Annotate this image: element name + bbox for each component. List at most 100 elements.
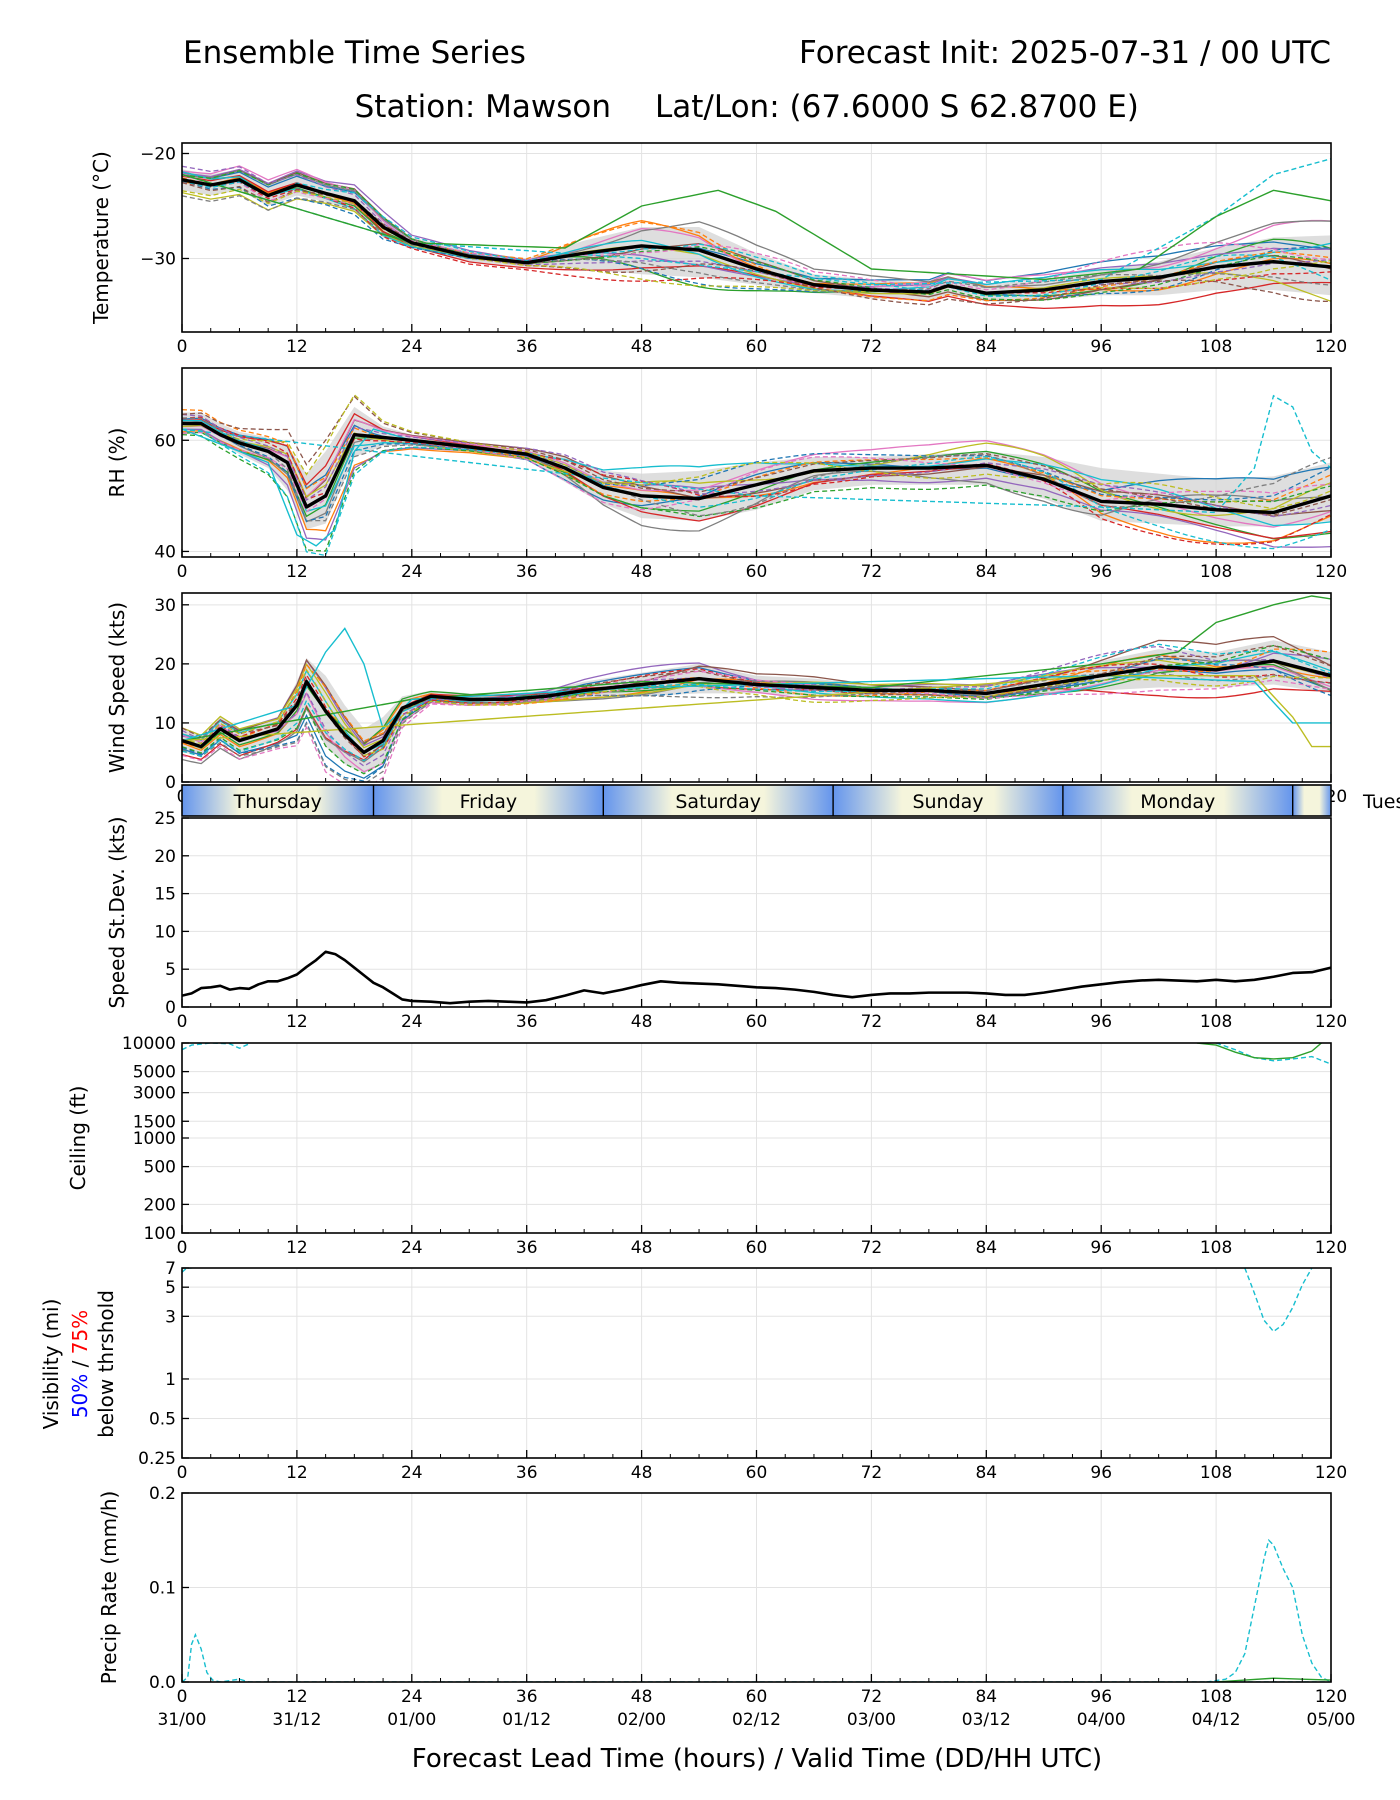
y-tick-label: 10 — [154, 714, 176, 734]
valid-time-label: 03/00 — [847, 1710, 896, 1730]
plot-area — [182, 158, 1331, 310]
member-line — [1215, 1043, 1331, 1065]
x-tick-label: 84 — [975, 1238, 997, 1258]
x-tick-label: 120 — [1315, 337, 1347, 357]
panel-2: 012243648607284961081200102030Wind Speed… — [105, 592, 1347, 807]
x-tick-label: 60 — [746, 1687, 768, 1707]
ensemble-member-line — [182, 180, 1331, 297]
x-tick-label: 36 — [516, 1012, 538, 1032]
x-tick-label: 72 — [861, 337, 883, 357]
valid-time-label: 03/12 — [962, 1710, 1011, 1730]
ensemble-mean-line — [182, 421, 1331, 515]
y-tick-label: 7 — [165, 1259, 176, 1279]
x-tick-label: 12 — [286, 562, 308, 582]
y-tick-label: 0 — [165, 998, 176, 1018]
y-axis-label: Temperature (°C) — [89, 151, 113, 325]
y-tick-label: 0.2 — [149, 1484, 176, 1504]
x-tick-label: 60 — [746, 1463, 768, 1483]
x-tick-label: 84 — [975, 337, 997, 357]
y-tick-label: 0.25 — [138, 1449, 176, 1469]
valid-time-label: 01/12 — [502, 1710, 551, 1730]
x-tick-label: 120 — [1315, 1463, 1347, 1483]
chart-title: Ensemble Time Series — [183, 35, 526, 71]
x-tick-label: 84 — [975, 1463, 997, 1483]
x-tick-label: 108 — [1200, 1238, 1232, 1258]
x-tick-label: 96 — [1090, 1012, 1112, 1032]
ensemble-member-line — [182, 416, 1331, 546]
x-tick-label: 36 — [516, 1687, 538, 1707]
panel-6: 0 31/00 12 31/12 24 01/00 36 01/12 48 02/00 60 02/1… — [97, 1484, 1356, 1730]
member-line — [1196, 1043, 1322, 1060]
spread-band — [182, 406, 1331, 530]
valid-time-label: 02/00 — [617, 1710, 666, 1730]
x-tick-label: 48 — [631, 1238, 653, 1258]
y-tick-label: 0.0 — [149, 1673, 176, 1693]
x-tick-label: 12 — [286, 1463, 308, 1483]
x-tick-label: 108 — [1200, 337, 1232, 357]
ensemble-member-line — [182, 188, 1331, 293]
x-tick-label: 24 — [401, 562, 423, 582]
ensemble-outlier-line — [182, 394, 1331, 514]
x-tick-label: 36 — [516, 337, 538, 357]
panel-3: 0 12 24 36 48 60 72 84 96 108 120 0 5 10 15 20 25 Speed S… — [105, 809, 1347, 1032]
member-line — [182, 1268, 192, 1273]
x-tick-label: 24 — [401, 1687, 423, 1707]
y-tick-label: 3000 — [133, 1084, 176, 1104]
ensemble-outlier-line — [182, 173, 1331, 281]
ensemble-member-line — [182, 171, 1331, 297]
panel-0: 0 12 24 36 48 60 72 84 96 108 120 −30 −20 Temperature… — [89, 142, 1347, 357]
ensemble-member-line — [182, 174, 1331, 291]
plot-area — [182, 595, 1331, 782]
y-axis-label: Speed St.Dev. (kts) — [105, 816, 129, 1008]
x-tick-label: 60 — [746, 1238, 768, 1258]
visibility-ylabel-line1: Visibility (mi) — [39, 1299, 63, 1430]
x-tick-label: 12 — [286, 1687, 308, 1707]
ensemble-member-line — [182, 648, 1331, 749]
ensemble-outlier-line — [182, 675, 1331, 748]
valid-time-label: 05/00 — [1307, 1710, 1356, 1730]
ensemble-member-line — [182, 665, 1331, 773]
ensemble-member-line — [182, 165, 1331, 293]
y-tick-label: 5 — [165, 1278, 176, 1298]
x-tick-label: 108 — [1200, 1463, 1232, 1483]
x-tick-label: 0 — [177, 1238, 188, 1258]
x-tick-label: 48 — [631, 1012, 653, 1032]
ensemble-member-line — [182, 421, 1331, 522]
forecast-init-label: Forecast Init: 2025-07-31 / 00 UTC — [799, 35, 1331, 71]
day-band — [182, 785, 374, 816]
day-bar-frame — [181, 784, 1332, 817]
ensemble-member-line — [182, 412, 1331, 540]
x-tick-label: 0 — [177, 1463, 188, 1483]
y-tick-label: 5000 — [133, 1063, 176, 1083]
x-tick-label: 120 — [1315, 1012, 1347, 1032]
x-tick-label: 48 — [631, 562, 653, 582]
ensemble-mean-line — [182, 659, 1331, 755]
panels: 0 12 24 36 48 60 72 84 96 108 120−30−20Temperature… — [66, 142, 1400, 1730]
x-tick-label: 0 — [177, 337, 188, 357]
x-tick-label: 60 — [746, 562, 768, 582]
x-tick-label: 0 — [177, 1687, 188, 1707]
x-tick-label: 108 — [1200, 1687, 1232, 1707]
x-tick-label: 24 — [401, 1238, 423, 1258]
stdev-line — [182, 950, 1331, 1005]
x-tick-label: 48 — [631, 1687, 653, 1707]
member-line — [182, 1632, 1331, 1682]
day-band — [1292, 785, 1331, 816]
x-tick-label: 60 — [746, 1012, 768, 1032]
ensemble-member-line — [182, 668, 1331, 757]
x-tick-label: 0 — [177, 562, 188, 582]
y-tick-label: 10000 — [122, 1034, 176, 1054]
y-tick-label: −30 — [140, 250, 176, 270]
ensemble-member-line — [182, 645, 1331, 767]
valid-time-label: 04/00 — [1077, 1710, 1126, 1730]
y-tick-label: 5 — [165, 960, 176, 980]
valid-time-label: 02/12 — [732, 1710, 781, 1730]
ensemble-member-line — [182, 433, 1331, 552]
ensemble-member-line — [182, 417, 1331, 522]
x-tick-label: 24 — [401, 1012, 423, 1032]
y-axis-label: Precip Rate (mm/h) — [97, 1491, 121, 1685]
visibility-ylabel: Visibility (mi) 50% / 75% below thrshold — [39, 1290, 118, 1438]
ensemble-member-line — [182, 417, 1331, 507]
day-label: Saturday — [675, 791, 761, 813]
y-tick-label: −20 — [140, 145, 176, 165]
